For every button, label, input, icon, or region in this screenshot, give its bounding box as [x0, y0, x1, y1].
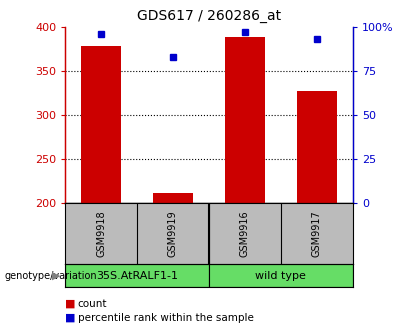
Bar	[65, 264, 209, 287]
Text: GSM9916: GSM9916	[240, 210, 250, 257]
Text: genotype/variation: genotype/variation	[4, 270, 97, 281]
Text: count: count	[78, 299, 107, 309]
Text: ■: ■	[65, 312, 76, 323]
Text: wild type: wild type	[255, 270, 306, 281]
Text: GSM9917: GSM9917	[312, 210, 322, 257]
Text: GSM9918: GSM9918	[96, 210, 106, 257]
Bar	[225, 38, 265, 203]
Bar	[209, 264, 353, 287]
Text: 35S.AtRALF1-1: 35S.AtRALF1-1	[96, 270, 178, 281]
Bar	[81, 46, 121, 203]
Text: GSM9919: GSM9919	[168, 210, 178, 257]
Bar	[153, 193, 193, 203]
Bar	[297, 91, 336, 203]
Text: ■: ■	[65, 299, 76, 309]
Text: percentile rank within the sample: percentile rank within the sample	[78, 312, 254, 323]
Title: GDS617 / 260286_at: GDS617 / 260286_at	[137, 9, 281, 23]
Text: ▶: ▶	[52, 270, 61, 281]
